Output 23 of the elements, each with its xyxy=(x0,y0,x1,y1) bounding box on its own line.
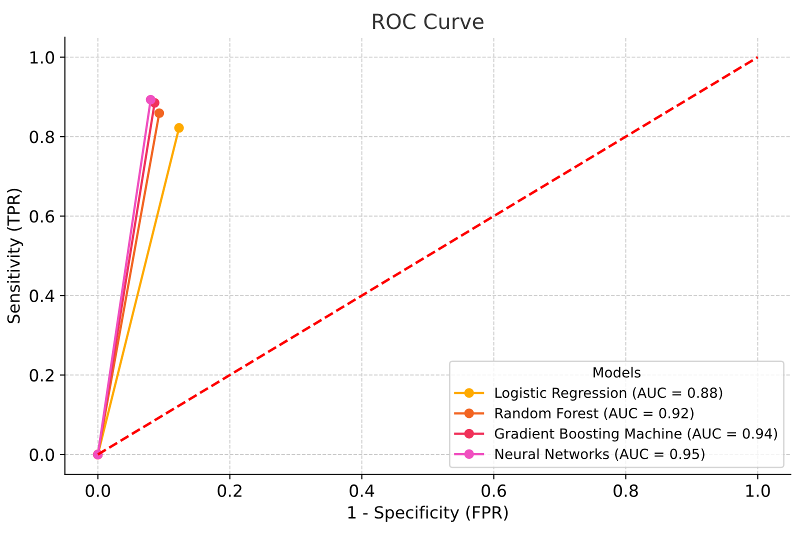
y-tick-label: 0.0 xyxy=(30,448,54,462)
legend-label: Gradient Boosting Machine (AUC = 0.94) xyxy=(494,428,778,442)
x-tick-label: 0.6 xyxy=(482,484,506,497)
y-axis-title: Sensitivity (TPR) xyxy=(6,188,24,324)
x-axis-title: 1 - Specificity (FPR) xyxy=(348,506,508,522)
x-tick-label: 0.8 xyxy=(614,484,638,497)
point xyxy=(146,94,156,105)
x-tick-label: 1.0 xyxy=(746,484,770,497)
y-tick-label: 1.0 xyxy=(30,51,54,64)
legend-label: Logistic Regression (AUC = 0.88) xyxy=(495,387,722,401)
y-tick-label: 0.4 xyxy=(30,290,54,302)
x-tick-label: 0.4 xyxy=(350,484,374,497)
point xyxy=(154,108,164,118)
chart-title: ROC Curve xyxy=(373,14,484,30)
x-tick-label: 0.2 xyxy=(218,484,242,497)
legend-label: Neural Networks (AUC = 0.95) xyxy=(495,448,704,461)
y-tick-label: 0.6 xyxy=(30,210,54,223)
point xyxy=(174,123,184,133)
y-tick-label: 0.2 xyxy=(30,369,54,382)
y-tick-label: 0.8 xyxy=(30,130,54,144)
legend-title: Models xyxy=(594,366,641,378)
legend-label: Random Forest (AUC = 0.92) xyxy=(495,408,694,420)
x-tick-label: 0.0 xyxy=(86,484,110,497)
